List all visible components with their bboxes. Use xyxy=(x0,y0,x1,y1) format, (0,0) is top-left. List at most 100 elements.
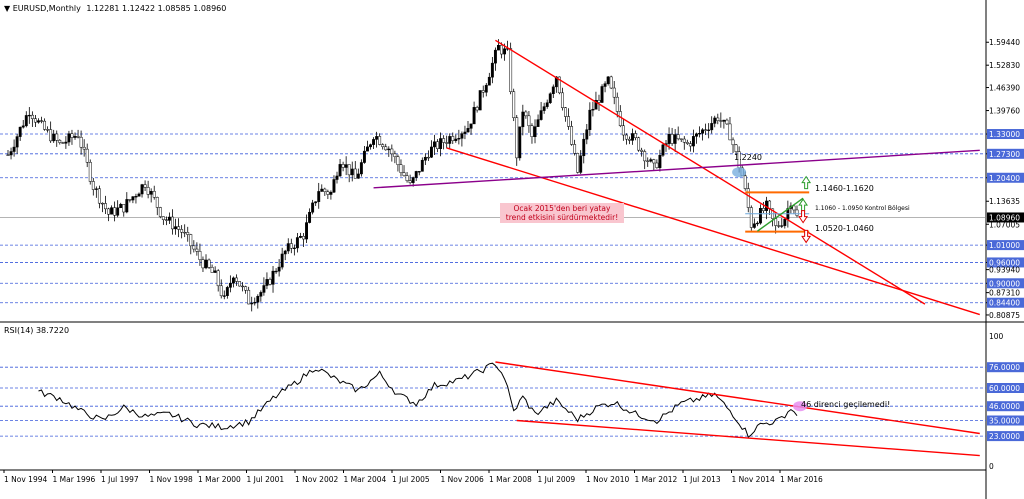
candle xyxy=(347,164,351,176)
candle xyxy=(82,146,86,150)
candle xyxy=(579,155,583,173)
candle xyxy=(73,136,77,138)
candle xyxy=(33,118,37,123)
candle xyxy=(792,205,796,211)
x-tick-label: 1 Nov 1994 xyxy=(4,475,47,484)
candle xyxy=(329,191,333,195)
dropdown-icon[interactable]: ▼ xyxy=(4,4,11,13)
timeframe: ,Monthly xyxy=(46,4,81,13)
candle xyxy=(460,133,464,139)
candle xyxy=(475,107,479,111)
candle xyxy=(624,134,628,140)
candle xyxy=(515,117,519,159)
candle xyxy=(326,191,330,195)
candle xyxy=(15,136,19,148)
candle xyxy=(241,285,245,288)
y-tick-label: 1.13635 xyxy=(989,197,1020,206)
candle xyxy=(94,188,98,190)
candle xyxy=(411,177,415,183)
candle xyxy=(24,115,28,127)
candle xyxy=(131,196,135,201)
candle xyxy=(390,148,394,155)
y-tick-label: 1.33000 xyxy=(989,130,1020,139)
candle xyxy=(484,84,488,93)
candle xyxy=(762,208,765,211)
candle xyxy=(719,120,723,122)
candle xyxy=(567,116,570,127)
candle xyxy=(408,180,412,183)
candle xyxy=(308,211,312,223)
candle xyxy=(286,243,290,252)
candle xyxy=(618,111,622,126)
candle xyxy=(222,295,226,297)
candle xyxy=(341,164,345,168)
candle xyxy=(6,154,10,156)
y-tick-label: 0.80875 xyxy=(989,311,1020,320)
candle xyxy=(219,285,223,297)
candle xyxy=(542,106,546,111)
level-1224-highlight xyxy=(732,167,747,178)
candle xyxy=(588,109,592,130)
candle xyxy=(405,175,409,181)
chart-header: ▼ EURUSD,Monthly 1.12281 1.12422 1.08585… xyxy=(4,4,226,13)
candle xyxy=(107,208,110,215)
candle xyxy=(149,191,153,195)
candle xyxy=(43,120,47,130)
candle xyxy=(524,111,528,117)
candle xyxy=(46,129,50,131)
candle xyxy=(27,114,31,117)
candle xyxy=(725,119,729,125)
candle xyxy=(539,110,543,120)
candle xyxy=(490,62,494,78)
candle xyxy=(755,222,759,225)
candle xyxy=(487,76,491,86)
x-tick-label: 1 Mar 2012 xyxy=(635,475,678,484)
y-tag-bg xyxy=(987,148,1024,159)
candle xyxy=(695,133,698,137)
candle xyxy=(18,126,22,137)
y-tick-label: 1.39760 xyxy=(989,107,1020,116)
y-tick-label: 1.07005 xyxy=(989,220,1020,229)
candle xyxy=(597,100,601,103)
candle xyxy=(146,187,150,195)
rsi-tick-label: 76.0000 xyxy=(989,363,1020,372)
x-tick-label: 1 Nov 2010 xyxy=(586,475,629,484)
candle xyxy=(311,202,315,213)
rsi-tag-bg xyxy=(987,401,1024,412)
candle xyxy=(698,133,701,135)
candle xyxy=(402,172,406,176)
candle xyxy=(369,144,372,148)
candle xyxy=(530,125,534,137)
support-line xyxy=(373,149,980,189)
candle xyxy=(247,289,251,305)
y-tick-label: 1.27300 xyxy=(989,150,1020,159)
candle xyxy=(783,218,787,226)
candle xyxy=(746,188,750,208)
candle xyxy=(774,218,778,226)
candle xyxy=(116,207,120,216)
candle xyxy=(372,139,376,145)
candle xyxy=(536,119,540,127)
candle xyxy=(70,133,74,138)
candle xyxy=(564,107,567,117)
rsi-tick-label: 100 xyxy=(989,332,1004,341)
candle xyxy=(722,119,726,122)
candle xyxy=(12,146,16,152)
arrow-up-small-icon xyxy=(798,198,809,212)
candle xyxy=(509,48,513,92)
candle xyxy=(9,151,13,156)
candle xyxy=(259,292,263,297)
candle xyxy=(682,138,686,143)
ohlc-values: 1.12281 1.12422 1.08585 1.08960 xyxy=(86,4,227,13)
candle xyxy=(119,204,123,208)
candle xyxy=(192,245,196,250)
x-tick-label: 1 Jul 2001 xyxy=(247,475,285,484)
candle xyxy=(350,168,354,176)
current-price-tag xyxy=(987,212,1024,223)
y-tick-label: 1.46390 xyxy=(989,84,1020,93)
candle xyxy=(445,142,449,144)
candle xyxy=(417,171,421,173)
candle xyxy=(643,151,647,162)
candle xyxy=(125,199,129,213)
candle xyxy=(183,231,187,234)
